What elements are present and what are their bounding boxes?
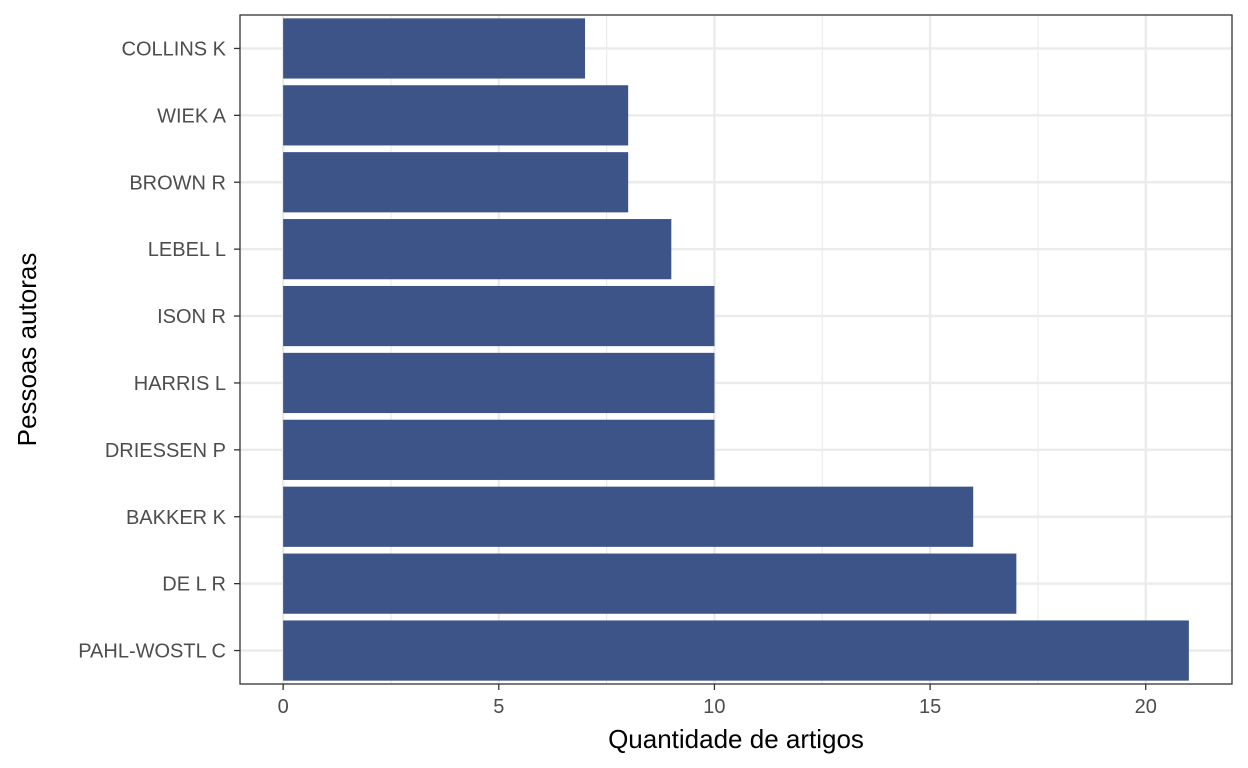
- y-axis-title: Pessoas autoras: [12, 253, 42, 447]
- y-tick-label: BAKKER K: [126, 507, 227, 529]
- x-tick-label: 10: [703, 696, 725, 718]
- y-tick-label: DRIESSEN P: [105, 440, 226, 462]
- bar: [283, 620, 1189, 681]
- y-tick-label: WIEK A: [157, 105, 227, 127]
- bars: [283, 18, 1189, 681]
- bar: [283, 419, 715, 480]
- bar: [283, 486, 974, 547]
- bar: [283, 553, 1017, 614]
- x-tick-label: 5: [493, 696, 504, 718]
- x-axis: 0 5 10 15 20: [278, 684, 1157, 718]
- y-tick-label: BROWN R: [129, 172, 226, 194]
- y-tick-label: HARRIS L: [134, 373, 226, 395]
- panel-border: [239, 14, 1233, 685]
- bar: [283, 285, 715, 347]
- bar: [283, 152, 629, 213]
- bar: [283, 219, 672, 280]
- y-tick-label: COLLINS K: [122, 38, 227, 60]
- bar: [283, 85, 629, 146]
- y-axis: COLLINS K WIEK A BROWN R LEBEL L ISON R HARRI…: [78, 38, 240, 663]
- y-tick-label: LEBEL L: [148, 239, 226, 261]
- bar: [283, 18, 586, 79]
- x-tick-label: 20: [1135, 696, 1157, 718]
- x-tick-label: 15: [919, 696, 941, 718]
- y-tick-label: PAHL-WOSTL C: [78, 641, 226, 663]
- y-tick-label: DE L R: [162, 574, 226, 596]
- x-tick-label: 0: [278, 696, 289, 718]
- x-axis-title: Quantidade de artigos: [608, 724, 864, 754]
- y-tick-label: ISON R: [157, 306, 226, 328]
- bar: [283, 352, 715, 414]
